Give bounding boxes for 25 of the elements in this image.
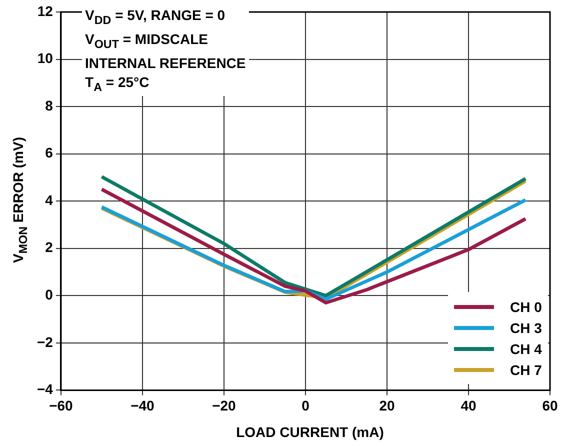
y-tick-label: 4 (45, 192, 54, 208)
legend-label: CH 0 (510, 298, 542, 315)
y-tick-label: −2 (36, 334, 54, 350)
y-tick-label: 0 (45, 286, 54, 303)
y-tick-label: 6 (45, 144, 54, 161)
legend-label: CH 4 (510, 340, 542, 357)
annotation: V$_{DD}$ = 5V, RANGE = 0 (85, 7, 226, 27)
x-tick-label: 20 (379, 397, 395, 414)
y-tick-label: −4 (36, 381, 54, 398)
annotation: T$_{A}$ = 25°C (85, 74, 150, 94)
y-tick-label: 2 (45, 239, 54, 256)
y-tick-label: 10 (37, 50, 54, 66)
x-axis-title: LOAD CURRENT (mA) (236, 424, 384, 440)
x-tick-label: −60 (49, 397, 74, 414)
x-tick-label: −20 (212, 397, 236, 414)
y-tick-label: 8 (45, 97, 54, 114)
legend-label: CH 7 (510, 362, 542, 378)
x-tick-label: 60 (542, 397, 558, 414)
legend-label: CH 3 (510, 320, 542, 336)
annotation: INTERNAL REFERENCE (85, 54, 246, 71)
x-tick-label: 40 (460, 397, 476, 414)
x-tick-label: 0 (302, 397, 310, 414)
x-tick-label: −40 (130, 397, 155, 414)
y-tick-label: 12 (37, 2, 54, 19)
annotation: V$_{OUT}$ = MIDSCALE (85, 30, 208, 51)
